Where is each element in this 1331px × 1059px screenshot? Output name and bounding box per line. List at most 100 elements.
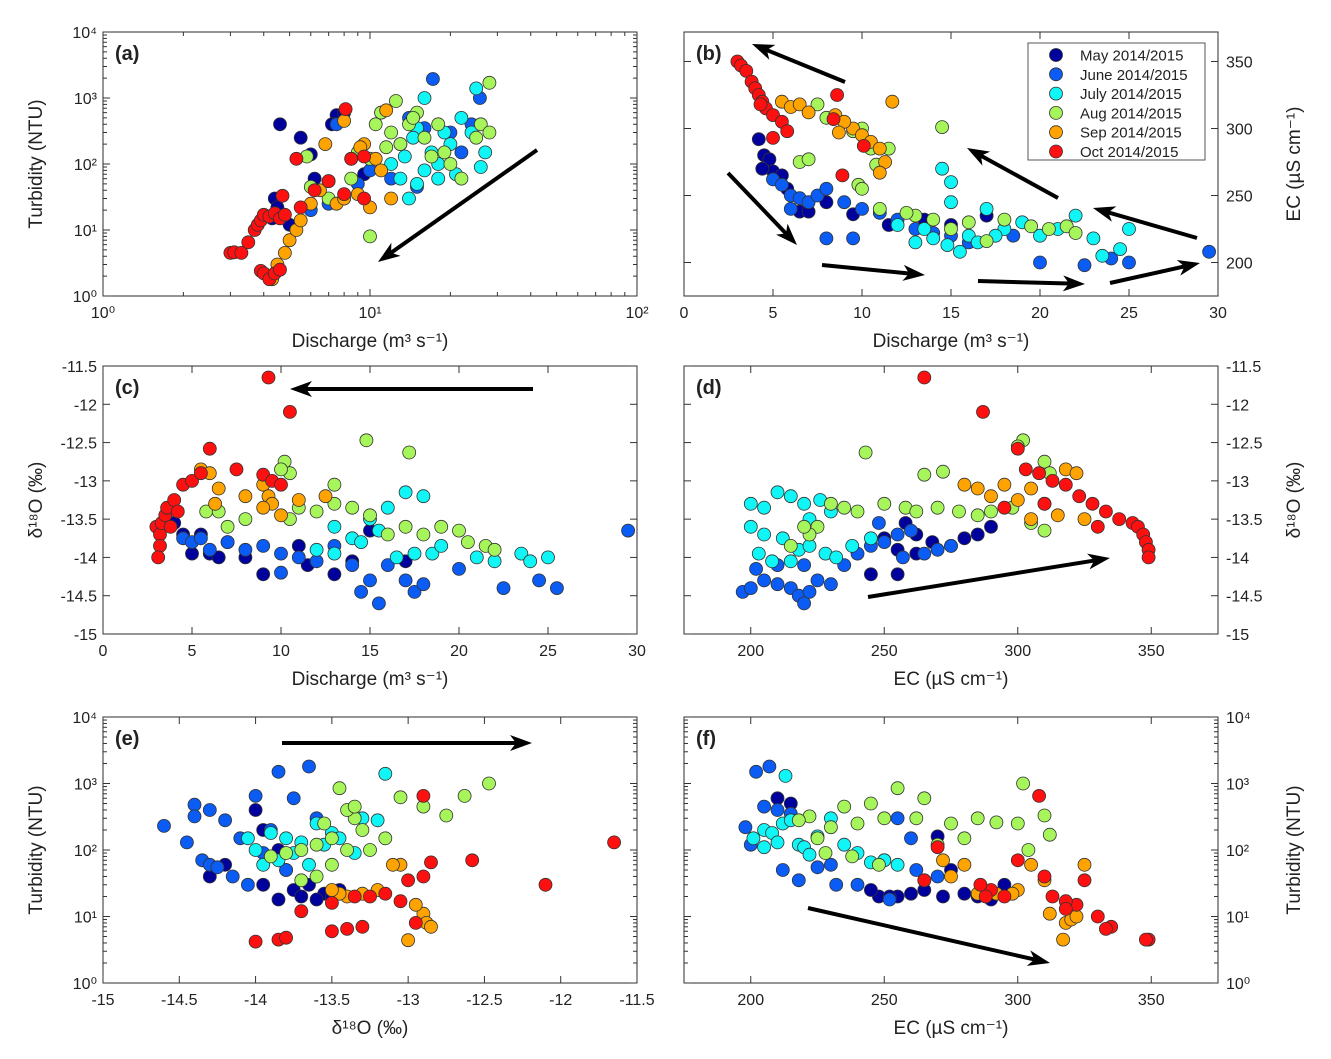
panel-f: 200 250 300 350 10⁰ 10¹ 10² 10³ 10⁴ (f) EC (µS cm⁻… <box>683 710 1305 1039</box>
data-point <box>185 546 199 561</box>
data-point <box>282 233 297 248</box>
data-point <box>1056 932 1070 947</box>
data-point <box>762 759 777 774</box>
data-point <box>872 516 886 530</box>
series-oct <box>730 54 871 183</box>
data-point <box>930 869 945 884</box>
data-point <box>1090 909 1105 924</box>
data-point <box>890 781 905 796</box>
data-point <box>1077 258 1092 273</box>
series-oct <box>917 789 1156 947</box>
data-point <box>302 759 316 774</box>
data-point <box>431 117 446 132</box>
series-sep <box>775 94 900 180</box>
data-point <box>363 508 377 523</box>
data-point <box>858 445 873 460</box>
data-point <box>997 889 1012 904</box>
data-point <box>1141 550 1156 565</box>
data-point <box>837 195 852 210</box>
data-point <box>309 869 324 884</box>
data-point <box>416 869 431 884</box>
x-tick-label: 250 <box>871 643 898 660</box>
x-tick-label: -13 <box>397 992 420 1009</box>
data-point <box>1202 244 1216 259</box>
data-point <box>979 234 994 249</box>
data-point <box>783 489 798 504</box>
data-point <box>238 489 253 504</box>
data-point <box>810 831 825 846</box>
y-tick-label: -12.5 <box>1226 436 1263 453</box>
data-point <box>271 764 286 779</box>
data-point <box>389 550 404 565</box>
data-point <box>523 554 538 569</box>
legend-marker <box>1049 144 1063 159</box>
data-point <box>957 831 972 846</box>
data-point <box>273 262 287 277</box>
data-point <box>218 813 233 828</box>
series-july <box>746 769 905 872</box>
data-point <box>291 550 306 565</box>
data-point <box>909 504 924 519</box>
data-point <box>324 896 339 910</box>
data-point <box>1016 776 1030 791</box>
y-tick-label: 10⁴ <box>1226 710 1251 727</box>
data-point <box>424 919 438 934</box>
data-point <box>465 853 480 868</box>
y-tick-label: 10² <box>74 157 98 174</box>
x-axis-label: δ¹⁸O (‰) <box>332 1018 409 1039</box>
data-point <box>393 171 408 186</box>
data-point <box>406 111 421 125</box>
data-point <box>940 238 955 253</box>
data-point <box>274 508 288 523</box>
data-point <box>357 191 372 206</box>
legend: May 2014/2015 June 2014/2015 July 2014/201… <box>1027 42 1206 161</box>
data-point <box>380 558 395 572</box>
data-point <box>496 581 511 595</box>
y-tick-label: 10⁰ <box>1226 976 1250 993</box>
x-tick-label: 30 <box>1209 305 1227 322</box>
data-point <box>327 567 342 582</box>
data-point <box>163 519 178 534</box>
y-tick-label: 10⁴ <box>72 710 97 727</box>
data-point <box>864 567 878 582</box>
data-point <box>469 81 484 96</box>
data-point <box>1037 808 1052 823</box>
data-point <box>751 132 766 147</box>
y-tick-label: -12 <box>1226 397 1249 414</box>
data-point <box>1122 255 1136 270</box>
data-point <box>957 857 972 872</box>
data-point <box>309 504 324 519</box>
y-tick-label: 350 <box>1226 54 1253 71</box>
data-point <box>398 519 413 534</box>
data-point <box>291 539 306 553</box>
legend-label: Oct 2014/2015 <box>1080 144 1178 161</box>
data-point <box>345 558 360 572</box>
data-point <box>757 799 771 814</box>
data-point <box>621 523 635 538</box>
data-point <box>167 493 182 507</box>
data-point <box>363 843 377 857</box>
x-tick-label: 350 <box>1138 643 1165 660</box>
data-point <box>388 94 403 108</box>
data-point <box>327 496 342 511</box>
legend-entry: Sep 2014/2015 <box>1049 125 1182 142</box>
data-point <box>274 565 288 580</box>
data-point <box>294 843 309 857</box>
plot-frame <box>683 365 1219 635</box>
legend-label: June 2014/2015 <box>1080 67 1188 84</box>
legend-marker <box>1049 67 1063 82</box>
data-point <box>791 813 806 828</box>
y-tick-label: -14.5 <box>1226 589 1263 606</box>
data-point <box>550 581 564 595</box>
panel-e: -15 -14.5 -14 -13.5 -13 -12.5 -12 -11.5 10⁰ 10¹ 10… <box>26 710 655 1039</box>
legend-marker <box>1049 106 1063 120</box>
data-point <box>917 546 932 561</box>
data-point <box>775 177 789 192</box>
legend-entry: June 2014/2015 <box>1049 67 1188 84</box>
plot-frame <box>102 365 638 635</box>
data-point <box>1058 902 1073 916</box>
data-point <box>917 873 932 888</box>
y-axis-label: EC (µS cm⁻¹) <box>1284 107 1305 222</box>
data-point <box>797 596 811 611</box>
data-point <box>770 803 785 817</box>
